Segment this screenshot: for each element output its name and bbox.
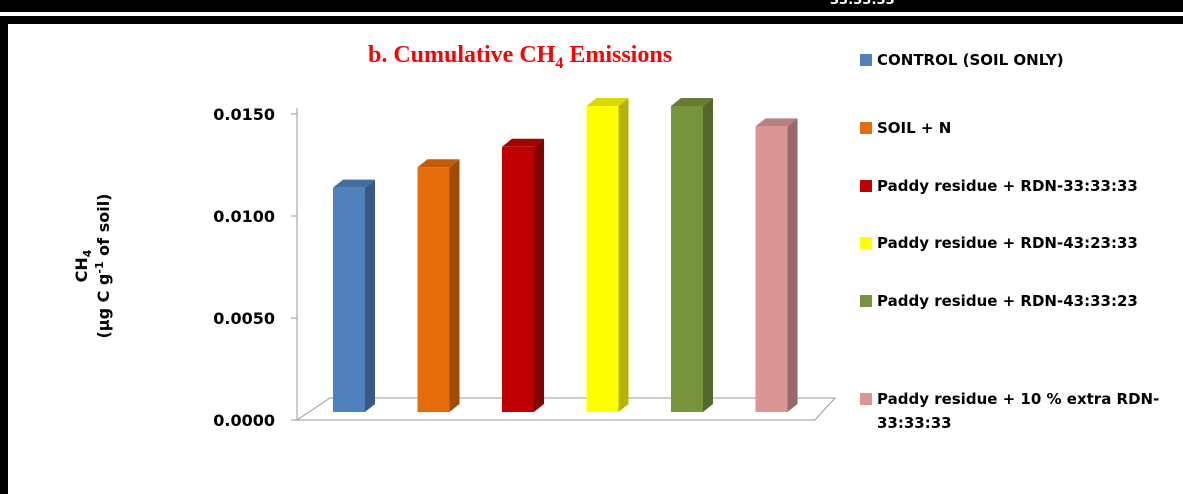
- bar-top: [586, 98, 629, 106]
- top-bar: [0, 0, 1183, 12]
- y-tick-label: 0.0050: [213, 309, 275, 328]
- legend-label: Paddy residue + RDN-43:23:33: [877, 234, 1138, 252]
- legend-item: SOIL + N: [860, 116, 1178, 140]
- legend-item: Paddy residue + RDN-33:33:33: [860, 174, 1178, 198]
- y-label-line: (µg C g-1 of soil): [93, 194, 113, 339]
- legend-item: CONTROL (SOIL ONLY): [860, 48, 1178, 72]
- legend-item: Paddy residue + 10 % extra RDN-33:33:33: [860, 387, 1178, 435]
- bar-top: [417, 159, 460, 168]
- legend-label: Paddy residue + RDN-33:33:33: [877, 177, 1138, 195]
- legend-swatch: [860, 122, 872, 134]
- bar-side: [365, 179, 375, 412]
- legend-swatch: [860, 54, 872, 66]
- y-tick-label: 0.0150: [213, 105, 275, 124]
- bar-side: [703, 98, 713, 412]
- clipped-text: 33:33:33: [830, 0, 895, 8]
- bar: [671, 106, 703, 412]
- legend-item: Paddy residue + RDN-43:33:23: [860, 289, 1178, 313]
- bar: [417, 167, 450, 412]
- bar: [333, 187, 365, 412]
- legend-label: Paddy residue + RDN-43:33:23: [877, 292, 1138, 310]
- bar: [755, 126, 788, 413]
- bar-side: [534, 138, 544, 413]
- panel-border: [0, 16, 1183, 494]
- bar: [502, 146, 534, 413]
- floor: [295, 397, 837, 421]
- legend-label: CONTROL (SOIL ONLY): [877, 51, 1064, 69]
- bar-side: [618, 98, 629, 412]
- bar-side: [787, 118, 798, 413]
- legend-item: Paddy residue + RDN-43:23:33: [860, 231, 1178, 255]
- legend-label: Paddy residue + 10 % extra RDN-33:33:33: [877, 390, 1160, 432]
- legend-label: SOIL + N: [877, 119, 952, 137]
- legend-swatch: [860, 180, 872, 192]
- y-label-line: CH4: [72, 249, 94, 282]
- bar-top: [502, 138, 544, 147]
- legend-swatch: [860, 393, 872, 405]
- y-tick-label: 0.0100: [213, 207, 275, 226]
- bar-top: [755, 118, 798, 127]
- legend-swatch: [860, 295, 872, 307]
- bar-top: [333, 179, 375, 188]
- y-tick-label: 0.0000: [213, 411, 275, 430]
- legend-swatch: [860, 237, 872, 249]
- bar-top: [671, 98, 713, 106]
- chart-title: b. Cumulative CH4 Emissions: [368, 42, 672, 72]
- bar: [586, 106, 619, 412]
- bar-side: [449, 159, 460, 412]
- y-axis-label: CH4 (µg C g-1 of soil): [72, 194, 113, 339]
